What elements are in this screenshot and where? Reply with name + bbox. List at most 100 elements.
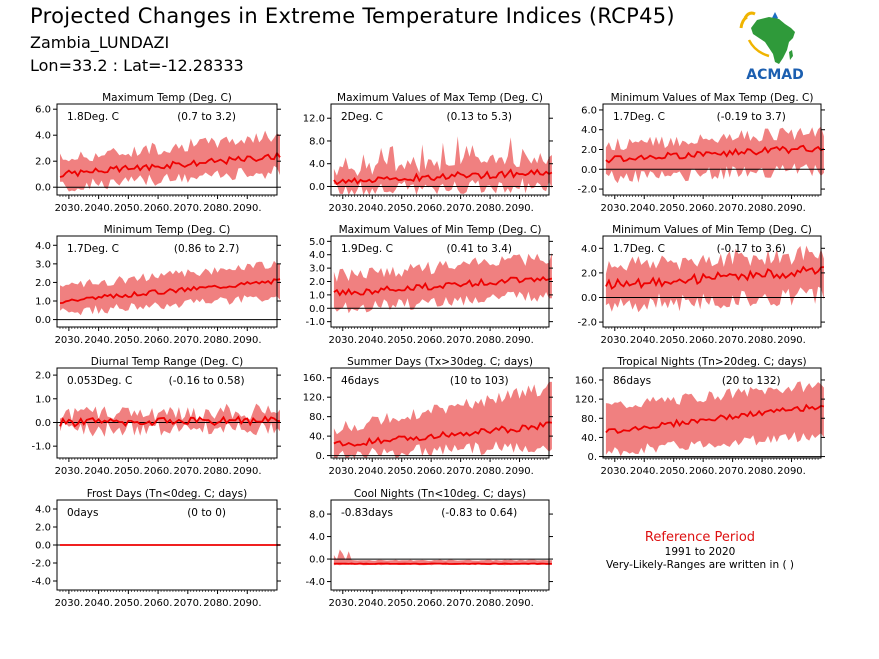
x-tick-label: 2070.	[446, 335, 475, 346]
x-tick-label: 2030.	[55, 466, 84, 477]
chart-panel: -1.0 0.0 1.0 2.0 3.0 4.0 5.0 2030. 2040. 2050. 206…	[305, 224, 553, 346]
x-tick-label: 2080.	[748, 203, 777, 214]
chart-panel: 0.0 2.0 4.0 6.0 2030. 2040. 2050. 2060. 2070. 208…	[35, 92, 281, 214]
chart-panel: 0. 40. 80. 120. 160. 2030. 2040. 2050. 2060. 2070…	[303, 356, 553, 477]
plot-frame	[56, 103, 278, 196]
chart-panel: 0. 40. 80. 120. 160. 2030. 2040. 2050. 2060. 2070…	[575, 356, 825, 477]
y-tick-label: 12.0	[303, 114, 325, 125]
y-tick-label: 4.0	[309, 532, 325, 543]
change-value-label: 1.7Deg. C	[613, 111, 665, 123]
x-tick-label: 2050.	[659, 335, 688, 346]
likely-range-band	[605, 381, 824, 457]
x-tick-label: 2070.	[173, 335, 202, 346]
y-tick-label: 8.0	[309, 136, 325, 147]
x-tick-label: 2050.	[114, 598, 143, 609]
x-tick-label: 2060.	[417, 203, 446, 214]
median-line	[59, 415, 281, 428]
y-tick-label: -4.0	[305, 577, 325, 588]
x-tick-label: 2050.	[387, 335, 416, 346]
x-tick-label: 2030.	[328, 598, 357, 609]
reference-period-title: Reference Period	[644, 530, 756, 545]
x-tick-label: 2040.	[84, 598, 113, 609]
plot-frame	[602, 235, 822, 328]
change-value-label: 1.7Deg. C	[613, 243, 665, 255]
x-tick-label: 2090.	[233, 203, 262, 214]
x-tick-label: 2040.	[84, 466, 113, 477]
x-tick-label: 2070.	[446, 466, 475, 477]
likely-range-band	[333, 381, 552, 458]
chart-title: Maximum Values of Max Temp (Deg. C)	[337, 92, 543, 104]
y-tick-label: -1.0	[31, 442, 51, 453]
y-tick-label: 0.0	[581, 293, 597, 304]
x-tick-label: 2070.	[173, 466, 202, 477]
x-tick-label: 2070.	[173, 203, 202, 214]
y-tick-label: 0.	[315, 451, 325, 462]
x-tick-label: 2050.	[114, 335, 143, 346]
x-tick-label: 2080.	[476, 598, 505, 609]
range-label: (-0.17 to 3.6)	[717, 243, 786, 255]
x-tick-label: 2080.	[203, 598, 232, 609]
x-tick-label: 2080.	[203, 203, 232, 214]
median-line	[333, 421, 553, 447]
range-label: (0.13 to 5.3)	[446, 111, 512, 123]
x-tick-label: 2070.	[718, 466, 747, 477]
x-tick-label: 2040.	[358, 466, 387, 477]
plot-frame	[56, 235, 278, 328]
x-tick-label: 2070.	[446, 203, 475, 214]
x-tick-label: 2050.	[387, 466, 416, 477]
y-tick-label: 2.0	[35, 371, 51, 382]
median-line	[59, 278, 281, 304]
x-tick-label: 2090.	[505, 203, 534, 214]
median-line	[333, 168, 553, 186]
y-tick-label: 5.0	[309, 237, 325, 248]
chart-title: Frost Days (Tn<0deg. C; days)	[87, 488, 247, 500]
plot-frame	[602, 367, 822, 459]
x-tick-label: 2030.	[600, 335, 629, 346]
y-tick-label: 6.0	[581, 105, 597, 116]
y-tick-label: 4.0	[35, 131, 51, 142]
range-label: (20 to 132)	[722, 375, 781, 387]
range-label: (0 to 0)	[187, 507, 226, 519]
likely-range-band	[333, 549, 552, 566]
y-tick-label: 0.0	[35, 315, 51, 326]
change-value-label: 0.053Deg. C	[67, 375, 132, 387]
x-tick-label: 2090.	[505, 335, 534, 346]
range-label: (-0.16 to 0.58)	[169, 375, 245, 387]
change-value-label: 0days	[67, 507, 98, 519]
chart-panel: 0.0 1.0 2.0 3.0 4.0 2030. 2040. 2050. 2060. 2070.…	[35, 224, 281, 346]
y-tick-label: 160.	[303, 373, 325, 384]
plot-frame	[330, 367, 550, 459]
x-tick-label: 2040.	[358, 335, 387, 346]
x-tick-label: 2080.	[203, 466, 232, 477]
y-tick-label: 4.0	[581, 125, 597, 136]
coordinates-label: Lon=33.2 : Lat=-12.28333	[30, 56, 244, 75]
x-tick-label: 2080.	[476, 335, 505, 346]
figure-title: Projected Changes in Extreme Temperature…	[30, 4, 675, 28]
change-value-label: 1.8Deg. C	[67, 111, 119, 123]
y-tick-label: 1.0	[35, 297, 51, 308]
x-tick-label: 2070.	[173, 598, 202, 609]
x-tick-label: 2070.	[446, 598, 475, 609]
x-tick-label: 2050.	[387, 598, 416, 609]
y-tick-label: 1.0	[309, 290, 325, 301]
range-label: (10 to 103)	[450, 375, 509, 387]
plot-frame	[330, 235, 550, 328]
plot-frame	[602, 103, 822, 196]
africa-map-logo-icon: ACMAD	[739, 11, 804, 83]
x-tick-label: 2070.	[718, 335, 747, 346]
range-label: (0.7 to 3.2)	[177, 111, 236, 123]
y-tick-label: 160.	[575, 375, 597, 386]
y-tick-label: 3.0	[309, 264, 325, 275]
logo-text: ACMAD	[746, 67, 804, 83]
change-value-label: 46days	[341, 375, 379, 387]
x-tick-label: 2050.	[114, 203, 143, 214]
x-tick-label: 2090.	[233, 335, 262, 346]
change-value-label: 1.7Deg. C	[67, 243, 119, 255]
y-tick-label: 0.0	[35, 183, 51, 194]
y-tick-label: 4.0	[309, 250, 325, 261]
chart-title: Minimum Temp (Deg. C)	[104, 224, 231, 236]
x-tick-label: 2060.	[417, 466, 446, 477]
x-tick-label: 2080.	[476, 203, 505, 214]
